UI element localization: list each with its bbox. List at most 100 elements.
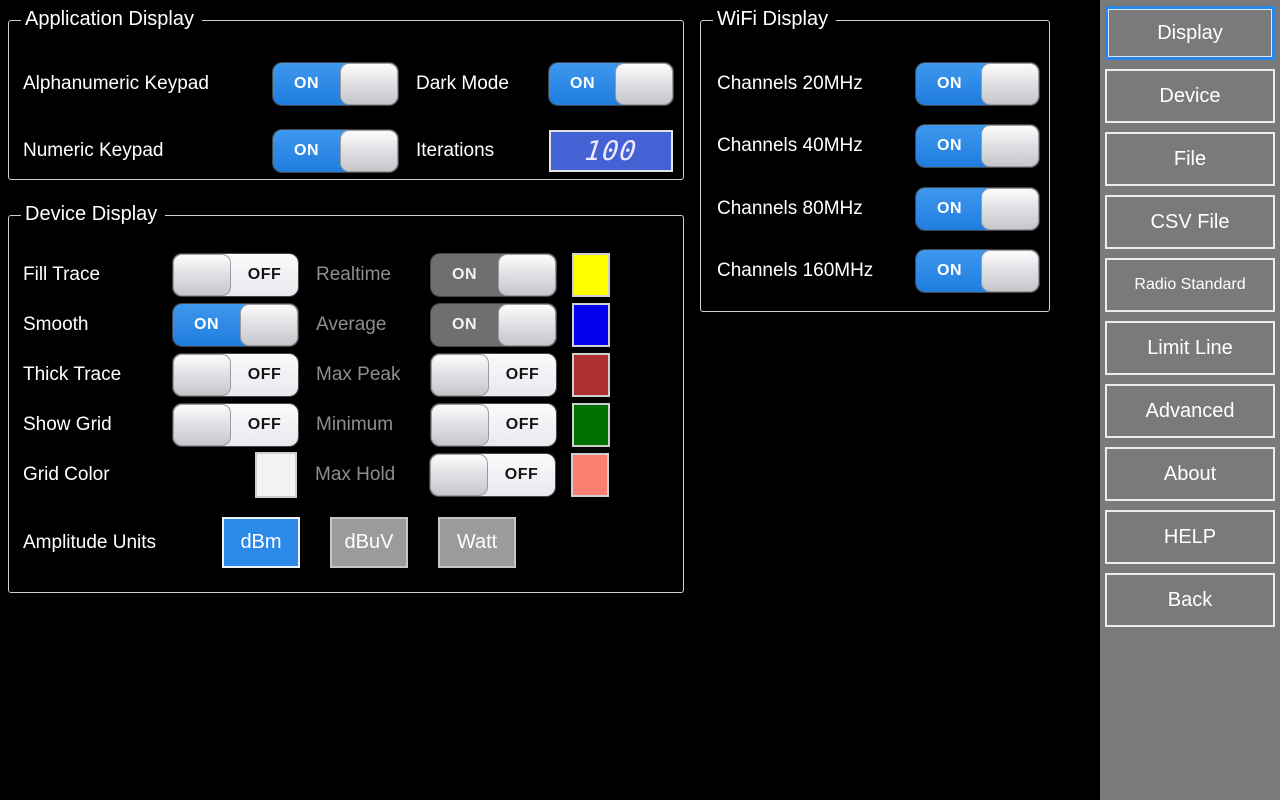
alphanumeric-keypad-label: Alphanumeric Keypad <box>23 73 209 94</box>
dark-mode-toggle[interactable]: ON <box>549 63 673 105</box>
wifi-row-1: Channels 20MHz ON <box>717 63 1039 105</box>
sidebar-menu: Display Device File CSV File Radio Stand… <box>1100 0 1280 800</box>
amplitude-unit-dbm-button[interactable]: dBm <box>222 517 300 568</box>
realtime-color-swatch[interactable] <box>572 253 610 297</box>
alphanumeric-keypad-toggle[interactable]: ON <box>273 63 398 105</box>
channels-20mhz-label: Channels 20MHz <box>717 73 863 94</box>
channels-160mhz-toggle[interactable]: ON <box>916 250 1039 292</box>
toggle-knob <box>340 130 398 172</box>
iterations-value-field[interactable]: 100 <box>549 130 673 172</box>
thick-trace-label: Thick Trace <box>23 364 122 385</box>
sidebar-item-display[interactable]: Display <box>1105 6 1275 60</box>
device-display-row-4: Show Grid OFF Minimum OFF <box>23 403 673 447</box>
sidebar-item-csv-file[interactable]: CSV File <box>1105 195 1275 249</box>
max-peak-label: Max Peak <box>316 364 401 385</box>
realtime-toggle[interactable]: ON <box>431 254 556 296</box>
amplitude-units-label: Amplitude Units <box>23 531 157 553</box>
toggle-knob <box>981 63 1039 105</box>
device-display-row-1: Fill Trace OFF Realtime ON <box>23 253 673 297</box>
sidebar-item-help[interactable]: HELP <box>1105 510 1275 564</box>
sidebar-item-radio-standard[interactable]: Radio Standard <box>1105 258 1275 312</box>
toggle-knob <box>615 63 673 105</box>
device-display-groupbox: Device Display Fill Trace OFF Realtime O… <box>8 203 684 593</box>
toggle-state-label: ON <box>194 316 219 333</box>
toggle-state-label: OFF <box>247 366 282 383</box>
wifi-display-title: WiFi Display <box>713 8 837 31</box>
numeric-keypad-label: Numeric Keypad <box>23 140 164 161</box>
thick-trace-toggle[interactable]: OFF <box>173 354 298 396</box>
channels-40mhz-toggle[interactable]: ON <box>916 125 1039 167</box>
grid-color-label: Grid Color <box>23 464 110 485</box>
toggle-state-label: ON <box>452 266 477 283</box>
iterations-value: 100 <box>583 135 639 167</box>
sidebar-item-back[interactable]: Back <box>1105 573 1275 627</box>
app-display-row-1: Alphanumeric Keypad ON Dark Mode ON <box>23 63 673 105</box>
average-color-swatch[interactable] <box>572 303 610 347</box>
max-hold-color-swatch[interactable] <box>571 453 609 497</box>
toggle-state-label: OFF <box>247 266 282 283</box>
sidebar-item-limit-line[interactable]: Limit Line <box>1105 321 1275 375</box>
toggle-knob <box>240 304 298 346</box>
sidebar-item-file[interactable]: File <box>1105 132 1275 186</box>
iterations-label: Iterations <box>416 140 495 161</box>
toggle-knob <box>431 354 489 396</box>
toggle-knob <box>173 254 231 296</box>
toggle-state-label: ON <box>937 200 962 217</box>
toggle-state-label: OFF <box>505 416 540 433</box>
toggle-knob <box>340 63 398 105</box>
average-label: Average <box>316 314 387 335</box>
sidebar-item-advanced[interactable]: Advanced <box>1105 384 1275 438</box>
toggle-state-label: ON <box>294 142 319 159</box>
fill-trace-toggle[interactable]: OFF <box>173 254 298 296</box>
fill-trace-label: Fill Trace <box>23 264 101 285</box>
channels-20mhz-toggle[interactable]: ON <box>916 63 1039 105</box>
toggle-state-label: ON <box>570 75 595 92</box>
smooth-toggle[interactable]: ON <box>173 304 298 346</box>
grid-color-swatch[interactable] <box>255 452 297 498</box>
max-hold-label: Max Hold <box>315 464 396 485</box>
toggle-knob <box>430 454 488 496</box>
sidebar-item-about[interactable]: About <box>1105 447 1275 501</box>
wifi-row-4: Channels 160MHz ON <box>717 250 1039 292</box>
max-peak-toggle[interactable]: OFF <box>431 354 556 396</box>
wifi-row-3: Channels 80MHz ON <box>717 188 1039 230</box>
channels-40mhz-label: Channels 40MHz <box>717 135 863 156</box>
numeric-keypad-toggle[interactable]: ON <box>273 130 398 172</box>
toggle-knob <box>981 188 1039 230</box>
minimum-label: Minimum <box>316 414 394 435</box>
amplitude-unit-dbuv-button[interactable]: dBuV <box>330 517 408 568</box>
sidebar-item-device[interactable]: Device <box>1105 69 1275 123</box>
toggle-knob <box>498 304 556 346</box>
minimum-toggle[interactable]: OFF <box>431 404 556 446</box>
toggle-knob <box>431 404 489 446</box>
toggle-state-label: OFF <box>247 416 282 433</box>
dark-mode-label: Dark Mode <box>416 73 509 94</box>
toggle-state-label: OFF <box>505 366 540 383</box>
smooth-label: Smooth <box>23 314 89 335</box>
wifi-display-groupbox: WiFi Display Channels 20MHz ON Channels … <box>700 8 1050 312</box>
device-display-title: Device Display <box>21 203 166 226</box>
application-display-title: Application Display <box>21 8 202 31</box>
toggle-state-label: ON <box>452 316 477 333</box>
toggle-knob <box>981 125 1039 167</box>
toggle-knob <box>981 250 1039 292</box>
toggle-state-label: OFF <box>504 466 539 483</box>
show-grid-toggle[interactable]: OFF <box>173 404 298 446</box>
minimum-color-swatch[interactable] <box>572 403 610 447</box>
toggle-knob <box>173 404 231 446</box>
toggle-knob <box>498 254 556 296</box>
max-peak-color-swatch[interactable] <box>572 353 610 397</box>
toggle-state-label: ON <box>937 137 962 154</box>
max-hold-toggle[interactable]: OFF <box>430 454 555 496</box>
app-display-row-2: Numeric Keypad ON Iterations 100 <box>23 130 673 172</box>
show-grid-label: Show Grid <box>23 414 112 435</box>
channels-80mhz-label: Channels 80MHz <box>717 198 863 219</box>
toggle-state-label: ON <box>937 262 962 279</box>
average-toggle[interactable]: ON <box>431 304 556 346</box>
toggle-state-label: ON <box>294 75 319 92</box>
realtime-label: Realtime <box>316 264 391 285</box>
amplitude-unit-watt-button[interactable]: Watt <box>438 517 516 568</box>
device-display-row-2: Smooth ON Average ON <box>23 303 673 347</box>
channels-80mhz-toggle[interactable]: ON <box>916 188 1039 230</box>
application-display-groupbox: Application Display Alphanumeric Keypad … <box>8 8 684 180</box>
